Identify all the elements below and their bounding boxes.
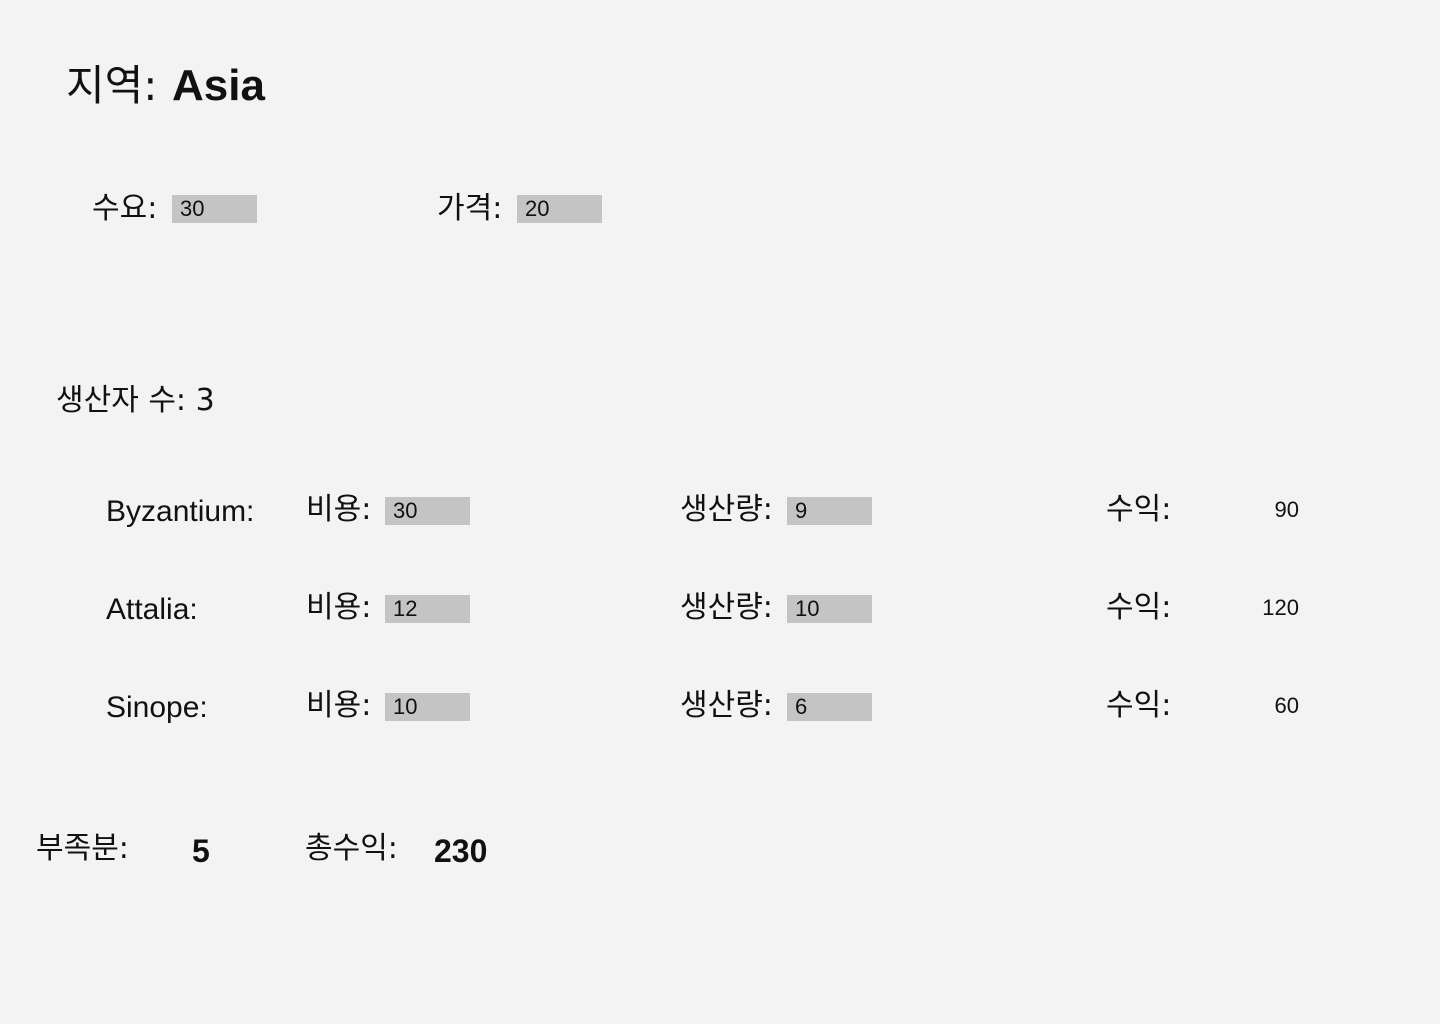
output-label: 생산량:	[680, 590, 773, 625]
cost-input[interactable]	[385, 497, 470, 525]
cost-label: 비용:	[306, 590, 372, 625]
output-label: 생산량:	[680, 688, 773, 723]
demand-input[interactable]	[172, 195, 257, 223]
shortage-value: 5	[192, 833, 210, 869]
revenue-label: 수익:	[1106, 688, 1172, 723]
revenue-value: 120	[1262, 595, 1299, 620]
revenue-value: 90	[1274, 497, 1299, 522]
producer-name: Sinope:	[106, 691, 208, 724]
revenue-label: 수익:	[1106, 590, 1172, 625]
output-input[interactable]	[787, 497, 872, 525]
output-input[interactable]	[787, 595, 872, 623]
cost-input[interactable]	[385, 693, 470, 721]
total-revenue-label: 총수익:	[305, 831, 398, 866]
total-revenue-value: 230	[434, 833, 488, 869]
producer-name: Attalia:	[106, 593, 198, 626]
cost-label: 비용:	[306, 688, 372, 723]
shortage-label: 부족분:	[36, 831, 129, 866]
revenue-value: 60	[1274, 693, 1299, 718]
output-label: 생산량:	[680, 492, 773, 527]
demand-label: 수요:	[92, 191, 158, 226]
cost-input[interactable]	[385, 595, 470, 623]
producer-name: Byzantium:	[106, 495, 255, 528]
producer-count: 생산자 수: 3	[56, 383, 215, 418]
price-label: 가격:	[437, 191, 503, 226]
region-name: Asia	[172, 61, 265, 110]
output-input[interactable]	[787, 693, 872, 721]
price-input[interactable]	[517, 195, 602, 223]
cost-label: 비용:	[306, 492, 372, 527]
region-label: 지역:	[66, 61, 158, 110]
revenue-label: 수익:	[1106, 492, 1172, 527]
